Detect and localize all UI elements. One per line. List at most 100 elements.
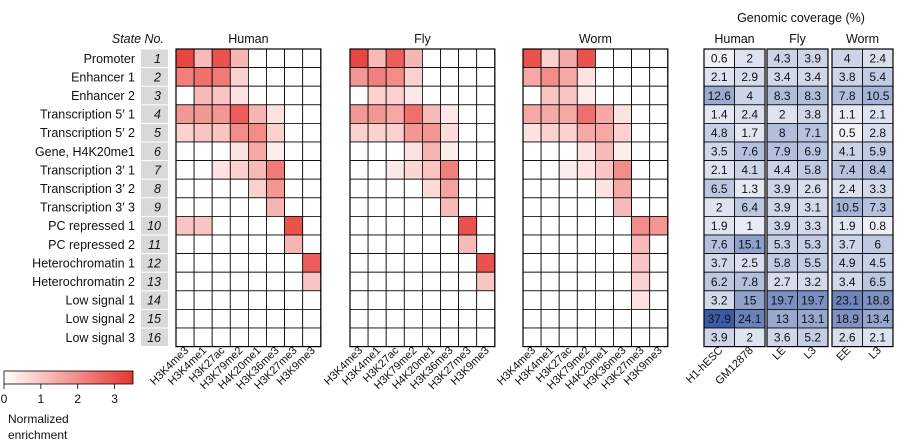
state-number: 7 (154, 163, 162, 177)
heatmap-cell (440, 271, 460, 292)
heatmap-cell (440, 234, 460, 255)
heatmap-cell (440, 215, 460, 236)
coverage-value: 18.9 (836, 312, 860, 326)
state-number-header: State No. (112, 32, 164, 46)
coverage-value: 6 (874, 238, 881, 252)
heatmap-cell (613, 308, 633, 329)
heatmap-cell (476, 160, 496, 180)
legend-title-line1: Normalized (8, 412, 69, 426)
heatmap-cell (385, 308, 405, 329)
state-number-bg (141, 105, 168, 123)
heatmap-cell (595, 197, 614, 217)
state-number-bg (141, 216, 168, 235)
coverage-value: 2.1 (869, 331, 886, 345)
heatmap-cell (403, 123, 423, 143)
heatmap-cell (631, 253, 651, 273)
heatmap-cell (458, 253, 478, 273)
coverage-value: 2.7 (774, 275, 791, 289)
heatmap-cell (266, 234, 286, 255)
heatmap-cell (367, 85, 387, 106)
heatmap-cell (302, 160, 322, 180)
heatmap-cell (193, 160, 213, 180)
enrichment-legend: 0 1 2 3 Normalized enrichment (1, 370, 134, 442)
heatmap-cell (284, 48, 304, 69)
heatmap-cell (193, 123, 213, 143)
species-header: Worm (579, 32, 612, 46)
heatmap-cell (476, 271, 496, 292)
heatmap-cell (229, 253, 249, 273)
heatmap-cell (247, 104, 267, 124)
coverage-value: 1.1 (839, 107, 856, 121)
state-number-bg (141, 68, 168, 86)
heatmap-cell (211, 123, 231, 143)
heatmap-cell (631, 290, 651, 310)
coverage-value: 3.9 (774, 200, 791, 214)
heatmap-cell (349, 197, 369, 217)
heatmap-cell (302, 253, 322, 273)
heatmap-cell (229, 141, 249, 162)
heatmap-cell (576, 308, 596, 329)
state-name: Enhancer 2 (71, 89, 135, 103)
coverage-value: 15 (743, 293, 757, 307)
heatmap-cell (229, 104, 249, 124)
heatmap-cell (476, 327, 496, 348)
heatmap-cell (522, 253, 542, 273)
state-name: Heterochromatin 2 (32, 275, 135, 289)
heatmap-cell (558, 327, 578, 348)
heatmap-cell (284, 85, 304, 106)
heatmap-cell (403, 48, 423, 69)
heatmap-cell (631, 141, 651, 162)
heatmap-cell (385, 197, 405, 217)
heatmap-cell (476, 48, 496, 69)
heatmap-cell (385, 104, 405, 124)
coverage-value: 7.4 (839, 163, 856, 177)
heatmap-cell (558, 290, 578, 310)
coverage-border (766, 48, 829, 348)
state-name: Transcription 5′ 1 (40, 108, 135, 122)
heatmap-cell (284, 197, 304, 217)
heatmap-cell (211, 48, 231, 69)
state-number: 12 (147, 256, 161, 270)
coverage-value: 3.8 (804, 107, 821, 121)
heatmap-cell (440, 85, 460, 106)
heatmap-cell (649, 85, 669, 106)
heatmap-cell (175, 141, 195, 162)
coverage-value: 6.9 (804, 145, 821, 159)
heatmap-cell (385, 178, 405, 199)
heatmap-cell (266, 141, 286, 162)
heatmap-cell (403, 215, 423, 236)
heatmap-cell (421, 234, 441, 255)
coverage-value: 8.3 (774, 89, 791, 103)
heatmap-cell (558, 215, 578, 236)
heatmap-cell (522, 215, 542, 236)
heatmap-cell (613, 123, 633, 143)
coverage-value: 5.9 (869, 145, 886, 159)
heatmap-border (175, 48, 322, 348)
heatmap-cell (266, 160, 286, 180)
heatmap-cell (367, 253, 387, 273)
state-name: Gene, H4K20me1 (35, 145, 135, 159)
coverage-value: 4.1 (839, 145, 856, 159)
state-number: 14 (147, 294, 161, 308)
heatmap-cell (302, 48, 322, 69)
heatmap-cell (458, 327, 478, 348)
heatmap-cell (229, 308, 249, 329)
coverage-column-label: EE (835, 345, 854, 364)
legend-tick-label: 3 (111, 392, 118, 406)
heatmap-cell (540, 123, 560, 143)
coverage-column-label: L3 (802, 345, 819, 362)
heatmap-cell (349, 308, 369, 329)
heatmap-cell (284, 253, 304, 273)
coverage-value: 8.3 (804, 89, 821, 103)
heatmap-cell (649, 160, 669, 180)
heatmap-cell (367, 178, 387, 199)
heatmap-cell (175, 160, 195, 180)
coverage-value: 13.1 (801, 312, 825, 326)
heatmap-cell (631, 234, 651, 255)
state-number: 16 (147, 331, 161, 345)
heatmap-cell (613, 197, 633, 217)
coverage-value: 7.3 (869, 200, 886, 214)
coverage-column-label: LE (770, 345, 788, 363)
heatmap-cell (229, 160, 249, 180)
heatmap-cell (458, 141, 478, 162)
